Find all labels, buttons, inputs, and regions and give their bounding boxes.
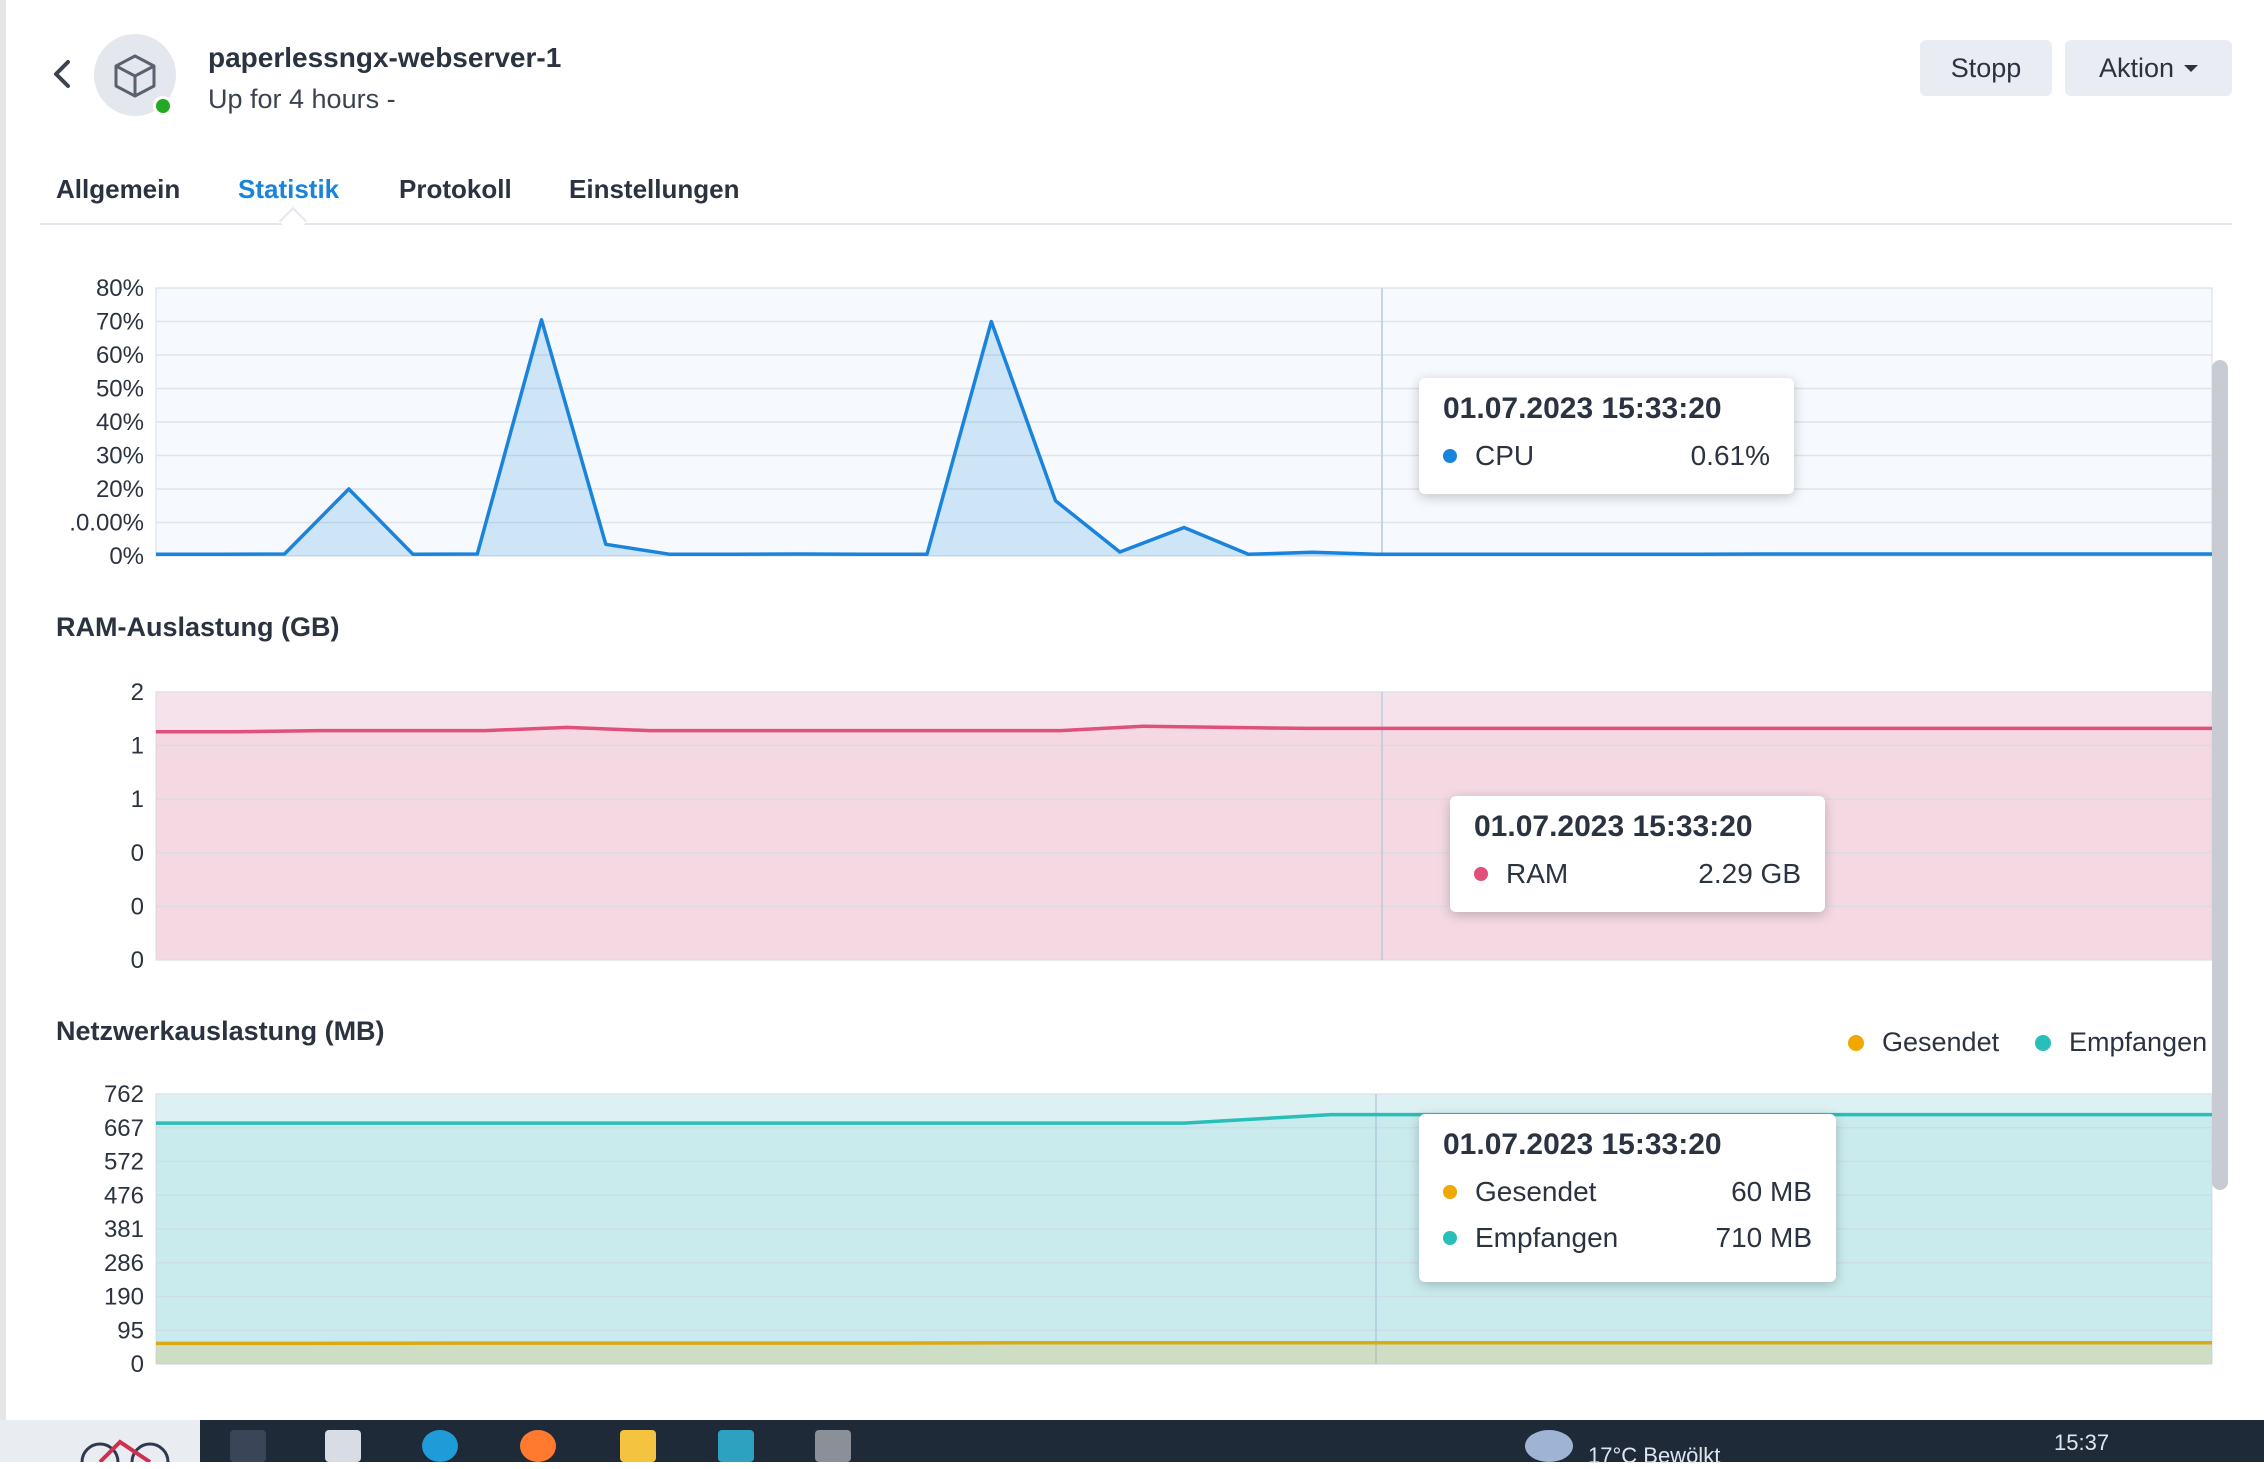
y-tick-label: 0 — [131, 893, 144, 920]
legend-item-sent[interactable]: Gesendet — [1848, 1027, 1999, 1058]
action-dropdown-button[interactable]: Aktion — [2065, 40, 2232, 96]
y-tick-label: 1 — [131, 733, 144, 760]
series-line-ram — [156, 724, 2212, 734]
y-tick-label: 50% — [96, 376, 144, 403]
tooltip-date: 01.07.2023 15:33:20 — [1443, 392, 1722, 425]
taskbar-clock[interactable]: 15:37 — [2054, 1430, 2110, 1455]
window-left-edge — [0, 0, 6, 1420]
y-tick-label: 1 — [131, 786, 144, 813]
tooltip-row-sent: Gesendet 60 MB — [1443, 1176, 1812, 1208]
series-area-ram — [156, 726, 2212, 960]
y-tick-label: 190 — [104, 1284, 144, 1311]
tooltip-series-name: RAM — [1506, 858, 1569, 889]
chart-plot-area — [155, 691, 2213, 961]
series-line-gesendet — [156, 1340, 2212, 1346]
y-tick-label: 70% — [96, 309, 144, 336]
series-area-gesendet — [156, 1342, 2212, 1364]
statistics-charts: 80% 70% 60% 50% 40% 30% 20% .0.00% 0% 2 1 1 0 0 0 762 66… — [69, 275, 2213, 1378]
stop-button[interactable]: Stopp — [1920, 40, 2052, 96]
tooltip-date: 01.07.2023 15:33:20 — [1474, 810, 1753, 843]
y-tick-label: 667 — [104, 1115, 144, 1142]
y-tick-label: 80% — [96, 275, 144, 302]
running-status-dot — [153, 96, 173, 116]
y-tick-label: 95 — [117, 1317, 144, 1344]
cloud-weather-icon — [1525, 1430, 1573, 1462]
y-tick-label: 30% — [96, 443, 144, 470]
ram-tooltip: 01.07.2023 15:33:20 RAM 2.29 GB — [1450, 796, 1825, 912]
weather-text[interactable]: 17°C Bewölkt — [1588, 1443, 1721, 1468]
network-chart-title: Netzwerkauslastung (MB) — [56, 1016, 385, 1046]
y-tick-label: 0 — [131, 1351, 144, 1378]
tabs-divider — [40, 223, 2232, 225]
tooltip-row-received: Empfangen 710 MB — [1443, 1222, 1812, 1254]
webex-icon[interactable] — [718, 1430, 754, 1462]
tooltip-value: 2.29 GB — [1698, 858, 1801, 889]
notepad-icon[interactable] — [325, 1430, 361, 1462]
y-tick-label: 0% — [109, 543, 144, 570]
back-button[interactable] — [42, 52, 86, 96]
taskbar-wallpaper-thumbnail — [0, 1420, 200, 1469]
tooltip-row-ram: RAM 2.29 GB — [1474, 858, 1801, 890]
y-tick-label: 476 — [104, 1182, 144, 1209]
ram-dot — [1474, 867, 1488, 881]
y-tick-label: 40% — [96, 409, 144, 436]
file-explorer-icon[interactable] — [620, 1430, 656, 1462]
y-tick-label: 0 — [131, 840, 144, 867]
container-name: paperlessngx-webserver-1 — [208, 42, 562, 73]
tooltip-series-name: Empfangen — [1475, 1222, 1619, 1253]
cpu-dot — [1443, 449, 1457, 463]
tooltip-value: 0.61% — [1690, 440, 1770, 471]
task-view-icon[interactable] — [230, 1430, 266, 1462]
y-tick-label: 2 — [131, 679, 144, 706]
bicycle-icon — [80, 1439, 170, 1469]
y-tick-label: 572 — [104, 1149, 144, 1176]
series-line-cpu — [156, 318, 2212, 557]
y-tick-label: 381 — [104, 1216, 144, 1243]
series-line-empfangen — [156, 1112, 2212, 1125]
tab-einstellungen[interactable]: Einstellungen — [569, 174, 740, 204]
tab-protokoll[interactable]: Protokoll — [399, 174, 512, 204]
cpu-tooltip: 01.07.2023 15:33:20 CPU 0.61% — [1419, 378, 1794, 494]
tab-allgemein[interactable]: Allgemein — [56, 174, 181, 204]
stop-button-label: Stopp — [1950, 52, 2022, 83]
received-dot — [1443, 1231, 1457, 1245]
y-tick-label: 286 — [104, 1250, 144, 1277]
y-tick-label: 0 — [131, 947, 144, 974]
os-taskbar — [0, 1420, 2264, 1462]
legend-dot-sent — [1848, 1034, 1864, 1051]
box-icon — [114, 54, 156, 98]
owl-app-icon[interactable] — [815, 1430, 851, 1462]
ram-chart-title: RAM-Auslastung (GB) — [56, 612, 340, 642]
caret-down-icon — [2184, 64, 2199, 72]
legend-label-sent: Gesendet — [1882, 1027, 2000, 1057]
legend-item-received[interactable]: Empfangen — [2035, 1027, 2207, 1058]
tooltip-row-cpu: CPU 0.61% — [1443, 440, 1770, 472]
legend-dot-received — [2035, 1034, 2051, 1051]
firefox-icon[interactable] — [520, 1430, 556, 1462]
tab-statistik[interactable]: Statistik — [238, 174, 340, 204]
tooltip-series-name: CPU — [1475, 440, 1535, 471]
legend-label-received: Empfangen — [2069, 1027, 2208, 1057]
tooltip-value: 710 MB — [1715, 1222, 1813, 1253]
y-tick-label: 60% — [96, 342, 144, 369]
sent-dot — [1443, 1185, 1457, 1199]
y-tick-label: 20% — [96, 476, 144, 503]
series-area-empfangen — [156, 1114, 2212, 1364]
tooltip-value: 60 MB — [1731, 1176, 1812, 1207]
action-button-label: Aktion — [2098, 52, 2175, 83]
series-area-cpu — [156, 319, 2212, 556]
network-tooltip: 01.07.2023 15:33:20 Gesendet 60 MB Empfa… — [1419, 1114, 1836, 1282]
y-tick-label: 762 — [104, 1081, 144, 1108]
chevron-left-icon — [54, 60, 70, 88]
tooltip-series-name: Gesendet — [1475, 1176, 1597, 1207]
vertical-scrollbar[interactable] — [2212, 360, 2228, 1190]
edge-browser-icon[interactable] — [422, 1430, 458, 1462]
y-tick-label: .0.00% — [69, 510, 144, 537]
tooltip-date: 01.07.2023 15:33:20 — [1443, 1128, 1722, 1161]
container-status: Up for 4 hours - — [208, 84, 396, 114]
